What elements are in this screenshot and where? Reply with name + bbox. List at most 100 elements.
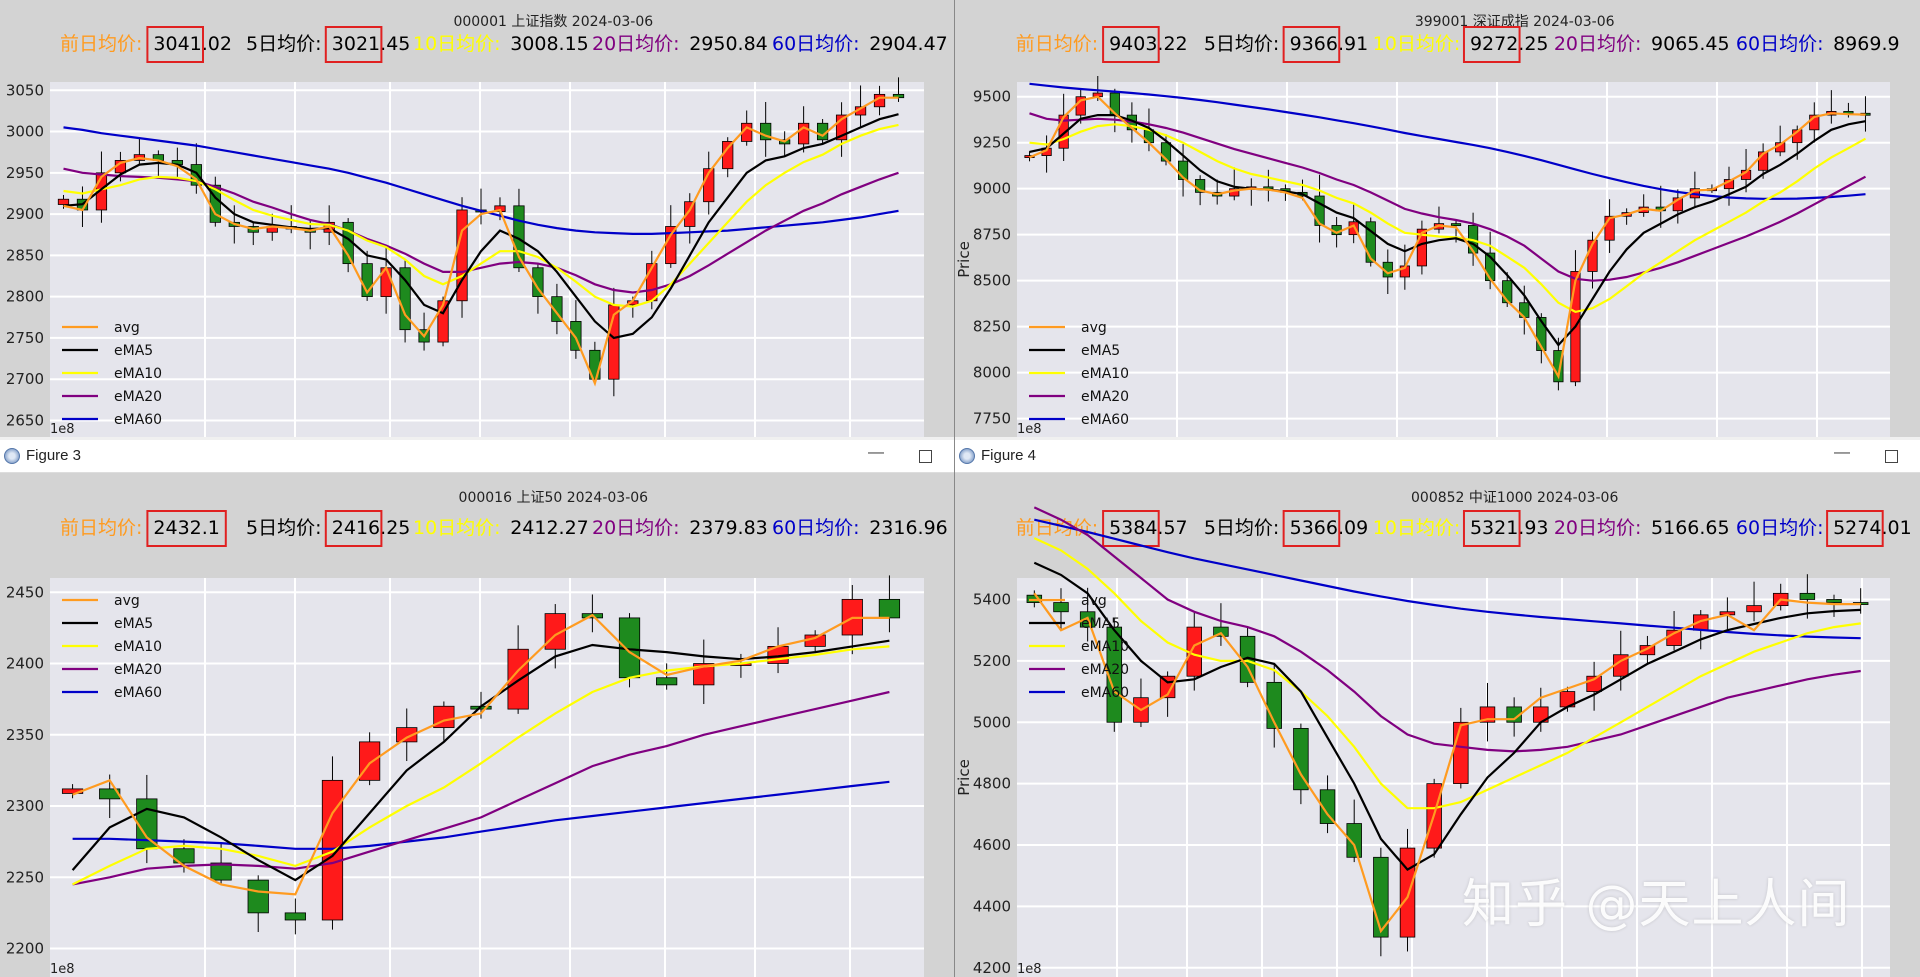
avg-label: 20日均价: bbox=[1554, 33, 1642, 55]
candle-body bbox=[1314, 195, 1325, 226]
highlight-box bbox=[1826, 510, 1884, 547]
chart-1-svg: 2650 2700 2750 2800 2850 2900 2950 3000 3050 1e8 0… bbox=[6, 14, 948, 437]
avg-value: 2950.84 bbox=[689, 33, 768, 55]
candle-body bbox=[1450, 223, 1462, 227]
y-tick-label: 2650 bbox=[6, 411, 44, 429]
ema5-line bbox=[71, 639, 890, 882]
candle-body bbox=[1319, 789, 1336, 824]
avg-value: 8969.9 bbox=[1833, 33, 1899, 55]
legend-label: eMA5 bbox=[114, 343, 153, 359]
axis-offset-text: 1e8 bbox=[1017, 422, 1042, 437]
candle-body bbox=[1809, 114, 1820, 131]
candle-body bbox=[1604, 215, 1615, 241]
chart-3-svg: 2200 2250 2300 2350 2400 2450 1e8 000016 上证50 2… bbox=[6, 490, 948, 977]
legend-label: eMA20 bbox=[114, 662, 162, 678]
y-tick-label: 5400 bbox=[973, 590, 1011, 608]
legend-label: eMA60 bbox=[1081, 685, 1129, 701]
minimize-button[interactable]: — bbox=[868, 444, 884, 461]
maximize-button[interactable] bbox=[919, 450, 932, 463]
candle-body bbox=[1399, 847, 1416, 938]
avg-value: 2379.83 bbox=[689, 517, 768, 539]
ema5-line bbox=[63, 113, 899, 340]
candle-body bbox=[1058, 114, 1069, 149]
avg-label: 60日均价: bbox=[772, 517, 860, 539]
candle-body bbox=[1416, 228, 1428, 267]
chart-title: 000016 上证50 2024-03-06 bbox=[459, 490, 649, 506]
y-axis-label: Price bbox=[955, 241, 973, 278]
avg-label: 60日均价: bbox=[772, 33, 860, 55]
avg-label: 5日均价: bbox=[1204, 517, 1280, 539]
chart-title: 000001 上证指数 2024-03-06 bbox=[453, 14, 653, 30]
ema20-line bbox=[1033, 506, 1861, 753]
y-tick-label: 4400 bbox=[973, 897, 1011, 915]
legend-label: eMA20 bbox=[1081, 662, 1129, 678]
candle-body bbox=[173, 848, 195, 864]
candle-body bbox=[247, 879, 269, 914]
avg-label: 60日均价: bbox=[1736, 517, 1824, 539]
y-tick-label: 5000 bbox=[973, 713, 1011, 731]
ema5-line bbox=[1033, 561, 1861, 872]
candle-body bbox=[321, 779, 344, 921]
legend-label: eMA5 bbox=[1081, 343, 1120, 359]
y-tick-label: 2800 bbox=[6, 288, 44, 306]
candle-body bbox=[693, 663, 715, 686]
axis-offset-text: 1e8 bbox=[50, 962, 75, 977]
minimize-button[interactable]: — bbox=[1834, 444, 1850, 461]
y-tick-label: 2450 bbox=[6, 583, 44, 601]
figure-2-panel: 7750 8000 8250 8500 8750 9000 9250 9500 Price 1e8… bbox=[955, 0, 1920, 437]
candle-body bbox=[1053, 602, 1069, 613]
figure-4-window: Figure 4 — 4200 4400 4600 4800 5000 5200 5400 P… bbox=[955, 440, 1920, 977]
avg-label: 前日均价: bbox=[60, 33, 142, 55]
candle-body bbox=[798, 122, 810, 145]
maximize-button[interactable] bbox=[1885, 450, 1898, 463]
legend-label: eMA10 bbox=[1081, 366, 1129, 382]
ema10-line bbox=[1033, 537, 1861, 810]
avg-label: 10日均价: bbox=[413, 517, 501, 539]
figure-3-app-icon bbox=[4, 448, 20, 464]
avg-value: 9403.22 bbox=[1109, 33, 1188, 55]
y-tick-label: 4200 bbox=[973, 959, 1011, 977]
y-tick-label: 9250 bbox=[973, 134, 1011, 152]
highlight-box bbox=[1462, 26, 1521, 63]
highlight-box bbox=[146, 510, 227, 547]
legend-label: avg bbox=[114, 593, 140, 609]
y-tick-label: 8750 bbox=[973, 226, 1011, 244]
ema60-line bbox=[1029, 82, 1866, 200]
y-tick-label: 2350 bbox=[6, 726, 44, 744]
window-divider bbox=[954, 0, 955, 977]
figure-4-titlebar[interactable]: Figure 4 — bbox=[955, 440, 1920, 473]
avg-label: 10日均价: bbox=[1373, 33, 1461, 55]
ema5-line bbox=[1029, 113, 1866, 347]
avg-label: 20日均价: bbox=[592, 517, 680, 539]
y-tick-label: 2400 bbox=[6, 655, 44, 673]
highlight-box bbox=[1282, 510, 1341, 547]
avg-label: 10日均价: bbox=[1373, 517, 1461, 539]
candle-body bbox=[551, 296, 563, 322]
figure-3-titlebar[interactable]: Figure 3 — bbox=[0, 440, 954, 473]
watermark: 知乎 @天上人间 bbox=[1462, 875, 1851, 935]
candle-body bbox=[570, 321, 582, 351]
ema60-line bbox=[63, 126, 899, 235]
figure-1-panel: 2650 2700 2750 2800 2850 2900 2950 3000 3050 1e8 0… bbox=[0, 0, 954, 437]
y-tick-label: 9000 bbox=[973, 180, 1011, 198]
y-tick-label: 8250 bbox=[973, 318, 1011, 336]
highlight-box bbox=[324, 510, 383, 547]
chart-title: 000852 中证1000 2024-03-06 bbox=[1411, 490, 1618, 506]
avg-value: 3021.45 bbox=[332, 33, 411, 55]
candle-body bbox=[1106, 626, 1123, 723]
y-axis-label: Price bbox=[955, 759, 973, 796]
ema20-line bbox=[1029, 112, 1867, 282]
candle-body bbox=[1346, 823, 1362, 858]
y-tick-label: 9500 bbox=[973, 88, 1011, 106]
candle-body bbox=[284, 912, 306, 921]
candle-body bbox=[1672, 197, 1683, 212]
legend-label: eMA10 bbox=[114, 366, 162, 382]
avg-label: 10日均价: bbox=[413, 33, 501, 55]
avg-label: 前日均价: bbox=[1016, 33, 1098, 55]
avg-value: 9272.25 bbox=[1470, 33, 1549, 55]
ema10-line bbox=[63, 123, 899, 308]
avg-value: 5321.93 bbox=[1470, 517, 1549, 539]
y-tick-label: 3000 bbox=[6, 123, 44, 141]
chart-2-svg: 7750 8000 8250 8500 8750 9000 9250 9500 Price 1e8… bbox=[955, 14, 1900, 437]
avg-label: 5日均价: bbox=[246, 517, 322, 539]
